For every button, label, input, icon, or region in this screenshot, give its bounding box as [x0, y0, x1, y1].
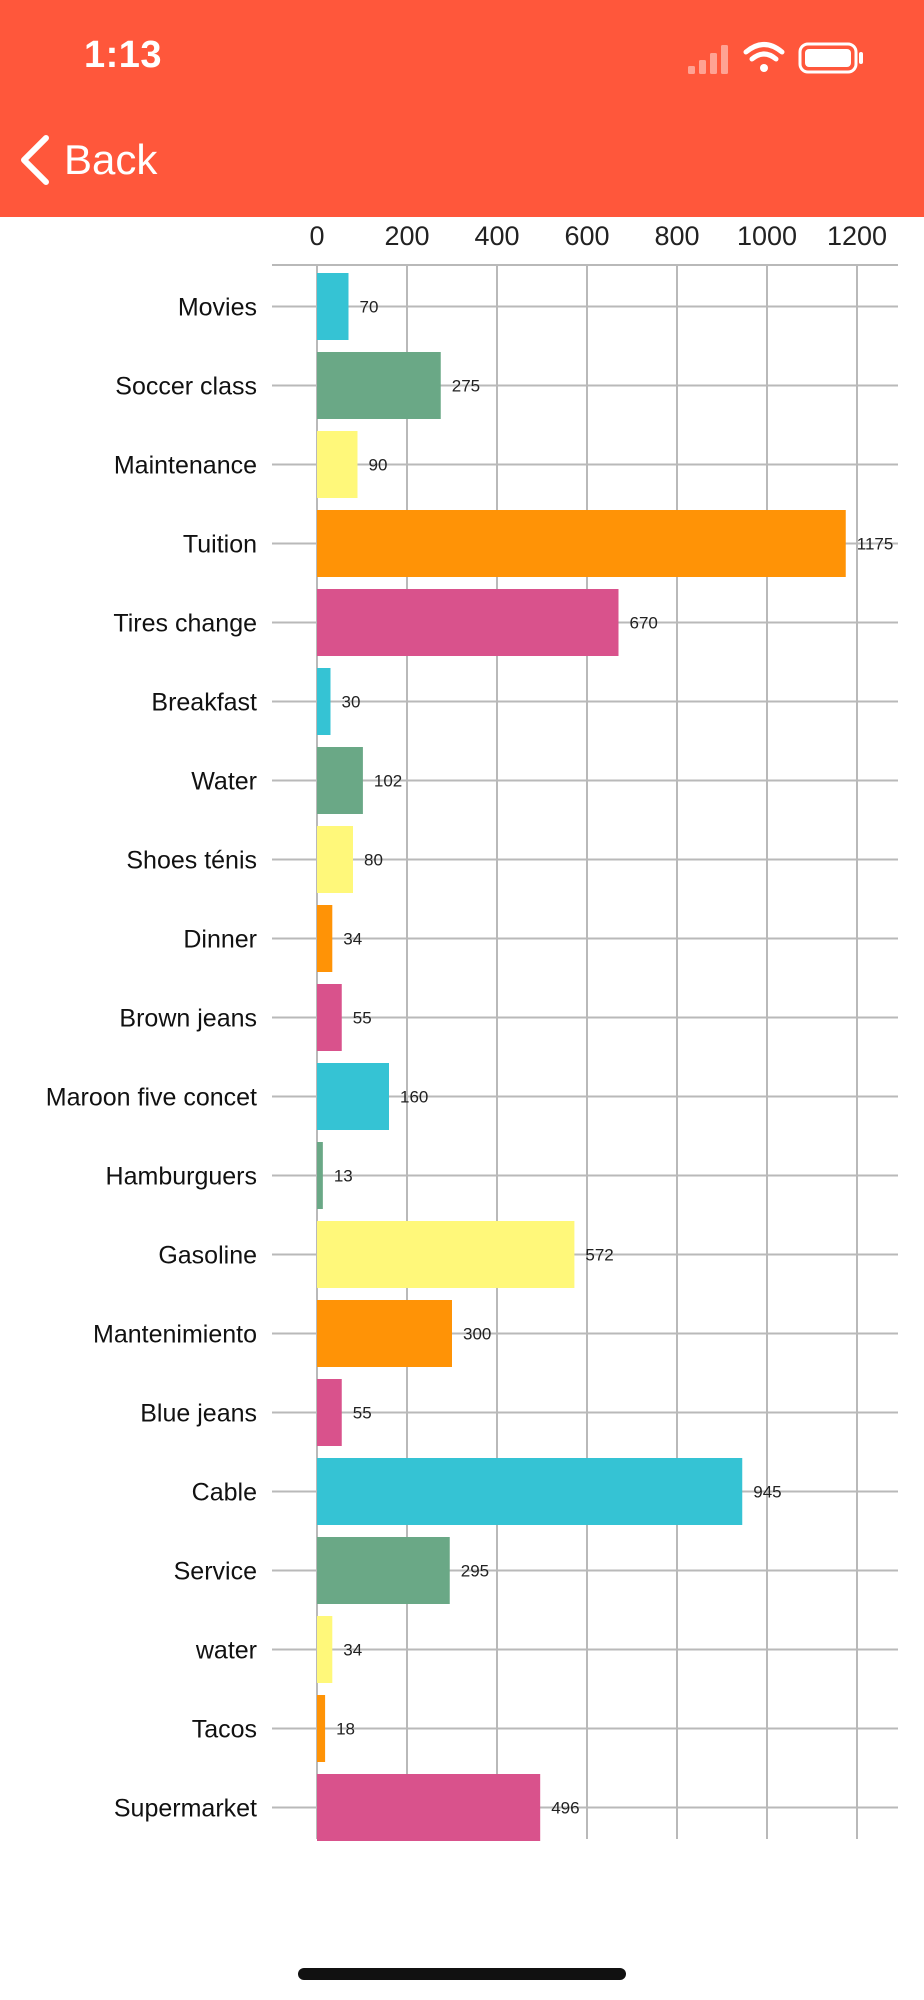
data-label: 295: [461, 1562, 489, 1581]
app-header: 1:13 Back: [0, 0, 924, 217]
data-label: 90: [369, 456, 388, 475]
x-tick-label: 400: [474, 221, 519, 251]
x-tick-label: 1000: [737, 221, 797, 251]
data-label: 1175: [857, 535, 894, 554]
bar: [317, 1142, 323, 1209]
data-label: 13: [334, 1167, 353, 1186]
signal-icon: [688, 45, 728, 74]
bar: [317, 826, 353, 893]
battery-icon: [798, 42, 863, 74]
bar: [317, 1616, 333, 1683]
category-label: Service: [174, 1558, 257, 1586]
category-label: Tacos: [192, 1716, 257, 1744]
data-label: 34: [343, 930, 362, 949]
data-label: 55: [353, 1009, 372, 1028]
data-label: 80: [364, 851, 383, 870]
category-label: Blue jeans: [140, 1400, 257, 1428]
category-label: Tuition: [183, 531, 257, 559]
data-label: 572: [585, 1246, 613, 1265]
bar: [317, 747, 363, 814]
bar: [317, 1774, 541, 1841]
bar-chart: 0 200 400 600 800 1000 1200 Movies 70 Soccer clas…: [46, 221, 898, 1841]
bar: [317, 1063, 389, 1130]
category-label: Dinner: [183, 926, 257, 954]
data-label: 18: [336, 1720, 355, 1739]
back-label: Back: [64, 136, 158, 183]
wifi-icon: [743, 42, 785, 72]
data-label: 55: [353, 1404, 372, 1423]
bar: [317, 273, 349, 340]
bar: [317, 1695, 326, 1762]
bar: [317, 510, 846, 577]
home-indicator[interactable]: [298, 1968, 626, 1980]
status-icons: [688, 42, 863, 74]
category-label: Supermarket: [114, 1795, 257, 1823]
data-label: 70: [360, 298, 379, 317]
x-tick-label: 1200: [827, 221, 887, 251]
bar: [317, 905, 333, 972]
bar: [317, 431, 358, 498]
bar: [317, 668, 331, 735]
chevron-left-icon: [21, 135, 49, 185]
x-tick-label: 600: [564, 221, 609, 251]
bar: [317, 1300, 452, 1367]
bar: [317, 1537, 450, 1604]
data-label: 275: [452, 377, 480, 396]
data-label: 670: [630, 614, 658, 633]
bar: [317, 1379, 342, 1446]
category-label: Maintenance: [114, 452, 257, 480]
category-label: Maroon five concet: [46, 1084, 257, 1112]
category-label: Movies: [178, 294, 257, 322]
category-label: Breakfast: [151, 689, 257, 717]
data-label: 34: [343, 1641, 362, 1660]
category-label: Brown jeans: [119, 1005, 257, 1033]
bar: [317, 352, 441, 419]
data-label: 160: [400, 1088, 428, 1107]
category-label: Mantenimiento: [93, 1321, 257, 1349]
data-label: 496: [551, 1799, 579, 1818]
category-label: Water: [191, 768, 257, 796]
status-time: 1:13: [84, 34, 163, 76]
x-tick-label: 800: [654, 221, 699, 251]
category-label: Cable: [192, 1479, 257, 1507]
category-label: Soccer class: [115, 373, 257, 401]
bar: [317, 1458, 743, 1525]
data-label: 300: [463, 1325, 491, 1344]
data-label: 945: [753, 1483, 781, 1502]
category-label: Hamburguers: [106, 1163, 257, 1191]
category-label: Tires change: [113, 610, 257, 638]
bar: [317, 1221, 575, 1288]
data-label: 30: [342, 693, 361, 712]
category-label: Gasoline: [158, 1242, 257, 1270]
x-tick-label: 200: [384, 221, 429, 251]
category-label: Shoes ténis: [126, 847, 257, 875]
bar: [317, 589, 619, 656]
x-tick-label: 0: [309, 221, 324, 251]
bar: [317, 984, 342, 1051]
data-label: 102: [374, 772, 402, 791]
category-label: water: [195, 1637, 257, 1665]
back-button[interactable]: Back: [18, 130, 157, 190]
